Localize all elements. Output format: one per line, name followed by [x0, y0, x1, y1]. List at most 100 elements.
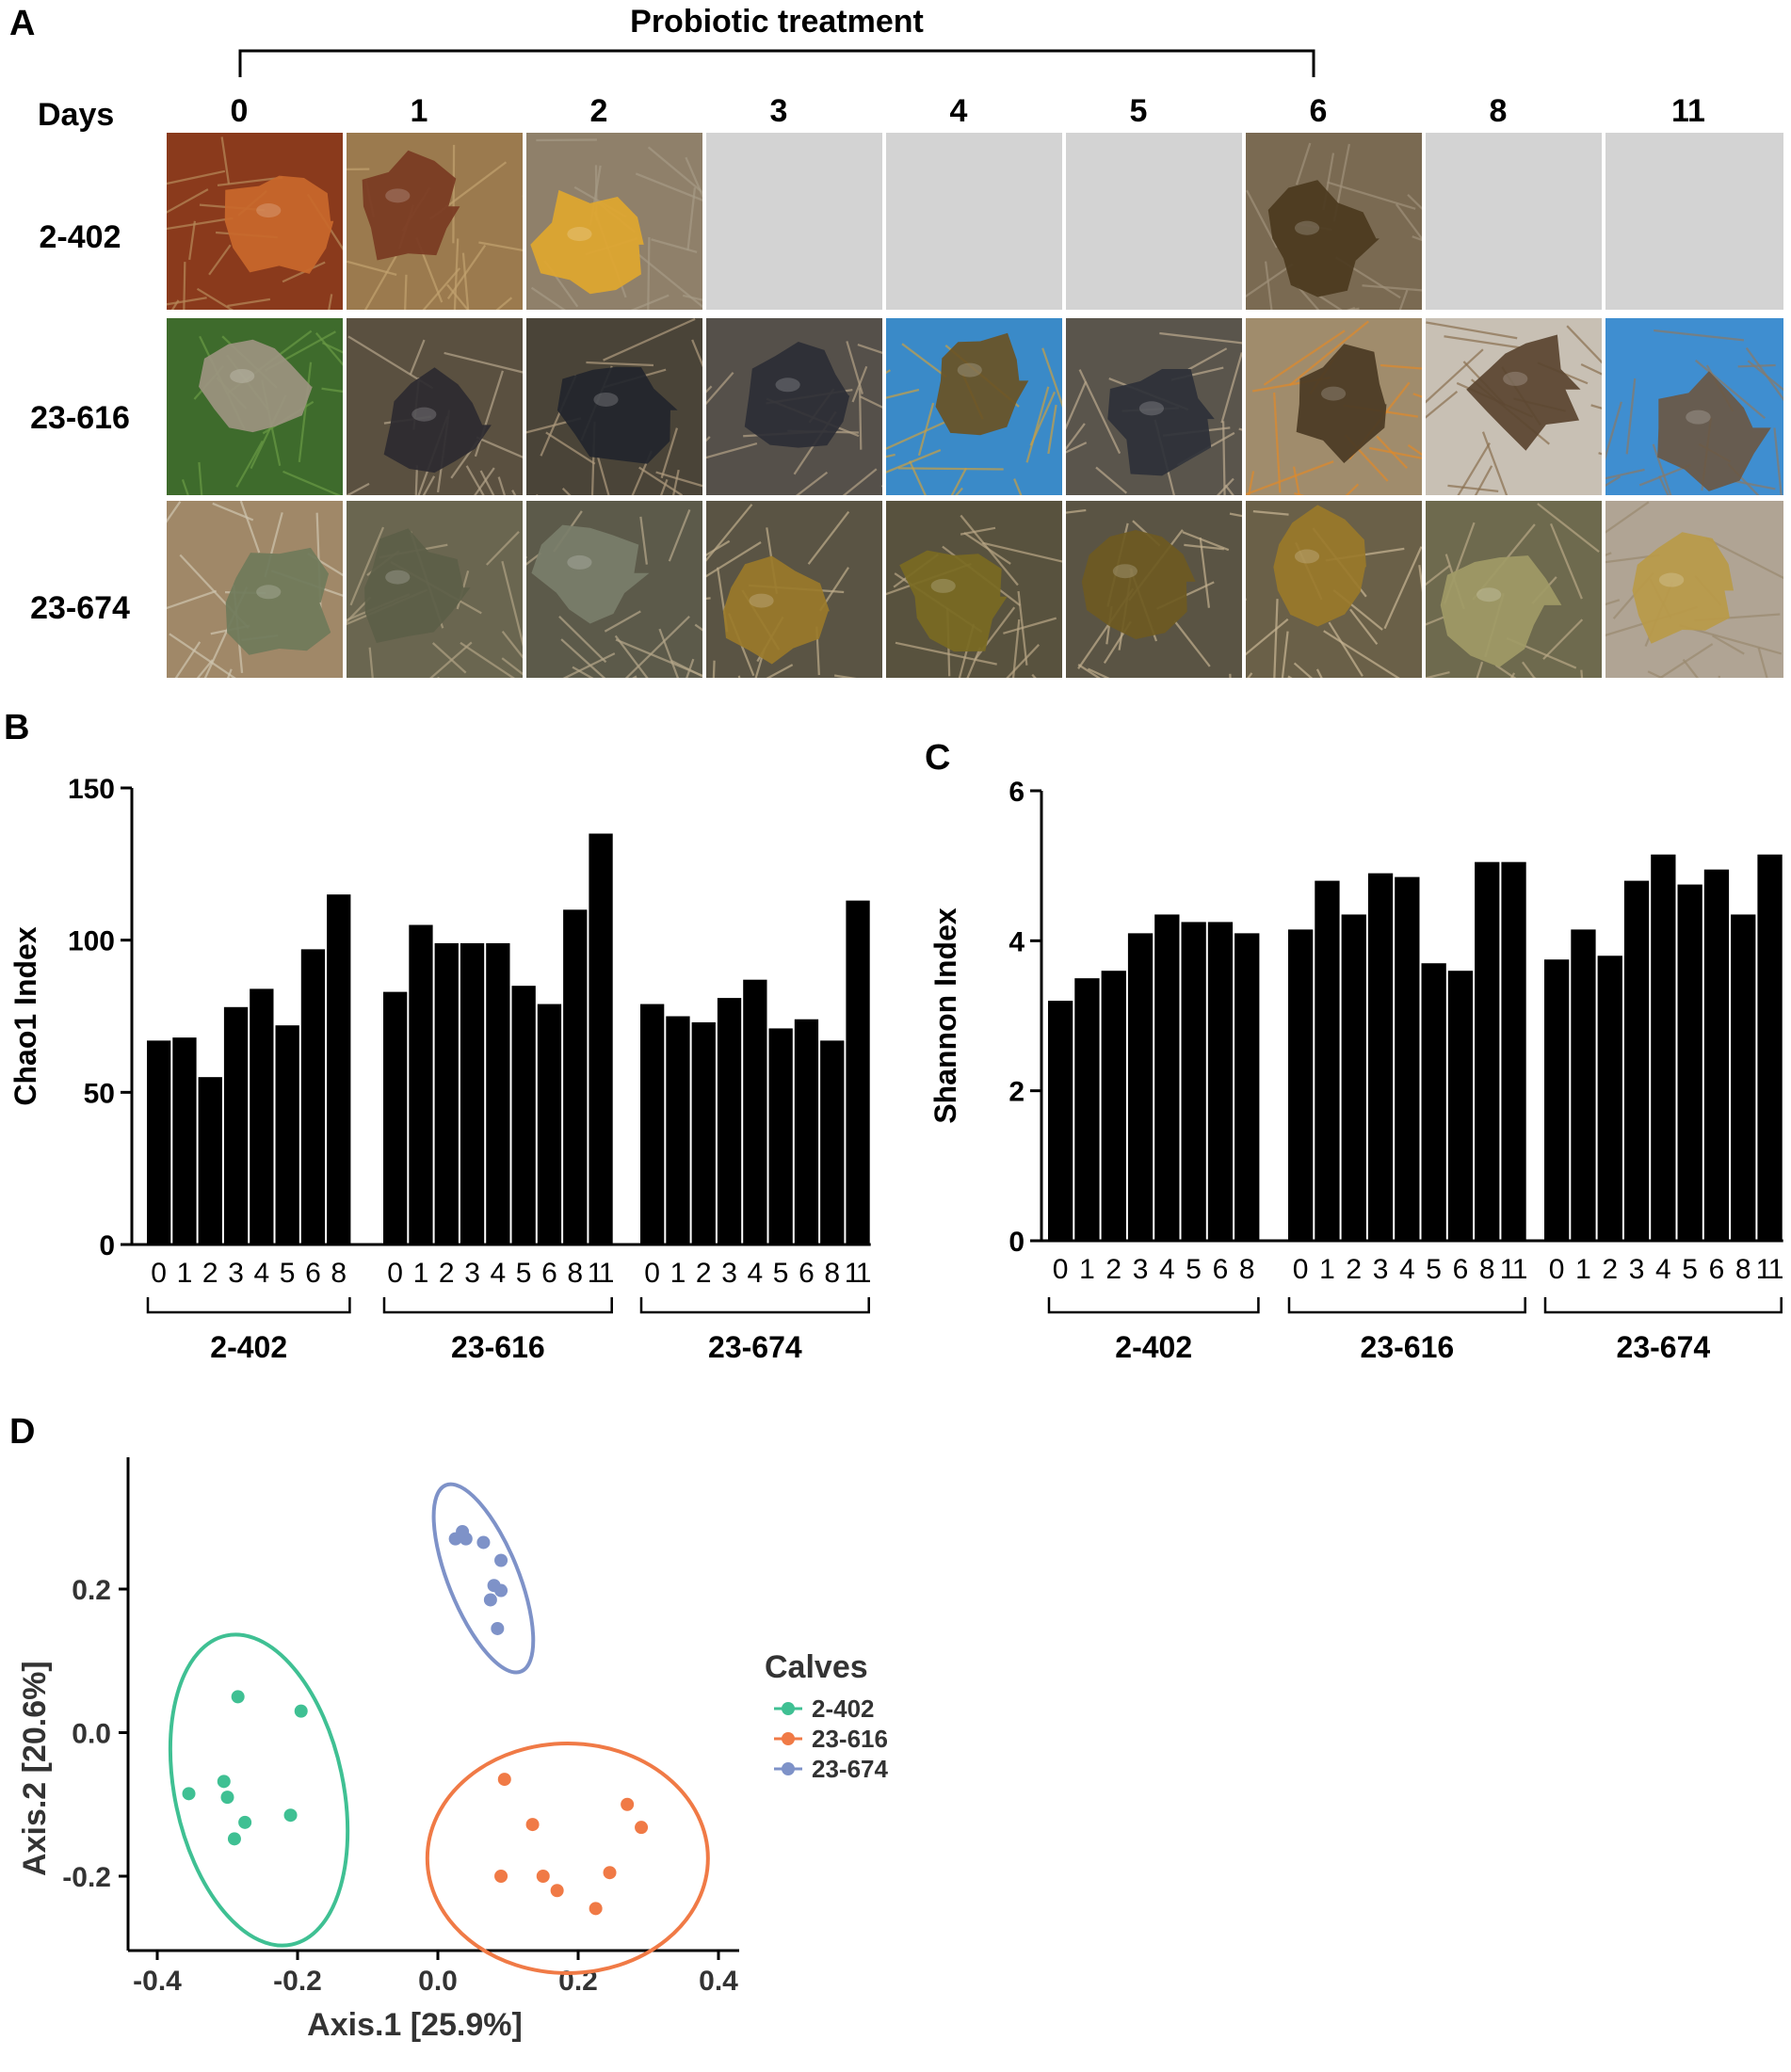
straw-stroke: [1222, 421, 1226, 495]
photo-texture: [1066, 318, 1242, 495]
x-tick-label: 1: [1319, 1254, 1335, 1285]
straw-stroke: [1246, 189, 1278, 249]
straw-stroke: [1407, 443, 1422, 457]
straw-stroke: [1474, 465, 1493, 495]
day-label: 5: [1129, 93, 1148, 129]
straw-stroke: [1047, 404, 1057, 455]
straw-stroke: [686, 658, 695, 678]
day-label: 4: [949, 93, 968, 129]
straw-stroke: [886, 453, 896, 458]
y-tick-label: 2: [1008, 1077, 1025, 1108]
feces-photo: [167, 501, 343, 678]
straw-stroke: [1745, 346, 1783, 402]
feces-photo: [347, 501, 523, 678]
x-tick-label: 0: [644, 1258, 660, 1289]
x-tick-label: 5: [773, 1258, 789, 1289]
panel-b-letter: B: [4, 708, 30, 747]
straw-stroke: [1248, 471, 1255, 495]
photo-texture: [1246, 318, 1422, 495]
straw-stroke: [349, 526, 385, 606]
group-bracket: [146, 1297, 351, 1314]
photo-texture: [526, 501, 702, 678]
bar: [1341, 914, 1366, 1241]
group-bracket: [382, 1297, 613, 1314]
bar: [768, 1028, 793, 1245]
straw-stroke: [220, 137, 231, 185]
straw-stroke: [1273, 599, 1279, 678]
feces-photo: [167, 318, 343, 495]
straw-stroke: [659, 478, 669, 495]
x-tick-label: 2: [1346, 1254, 1362, 1285]
straw-stroke: [1376, 435, 1409, 470]
bar: [1234, 933, 1260, 1241]
straw-stroke: [655, 471, 702, 488]
straw-stroke: [1095, 466, 1128, 494]
day-label: 6: [1309, 93, 1328, 129]
x-tick-label: 2: [1105, 1254, 1121, 1285]
group-label: 2-402: [210, 1330, 287, 1364]
bar: [1395, 876, 1420, 1241]
x-tick-label: -0.2: [273, 1966, 322, 1997]
bar: [172, 1037, 197, 1245]
y-tick-label: 100: [68, 926, 115, 957]
legend-marker: [782, 1732, 795, 1745]
day-label: 8: [1489, 93, 1508, 129]
straw-stroke: [422, 475, 436, 495]
straw-stroke: [1025, 386, 1050, 463]
legend-label: 23-674: [812, 1755, 888, 1783]
sample-highlight: [1138, 401, 1165, 416]
photo-texture: [526, 133, 702, 310]
straw-stroke: [1328, 621, 1363, 677]
straw-stroke: [795, 471, 829, 495]
straw-stroke: [1398, 289, 1409, 310]
straw-stroke: [526, 552, 542, 566]
bar: [198, 1077, 222, 1245]
data-point: [231, 1690, 245, 1704]
y-axis-label: Axis.2 [20.6%]: [17, 1661, 53, 1876]
x-tick-label: 8: [1735, 1254, 1751, 1285]
sample-blob: [530, 189, 644, 295]
straw-stroke: [1652, 443, 1672, 495]
x-tick-label: 5: [1682, 1254, 1698, 1285]
x-tick-label: 4: [491, 1258, 507, 1289]
straw-stroke: [208, 244, 232, 276]
straw-stroke: [1426, 321, 1518, 340]
photo-texture: [347, 133, 523, 310]
sample-blob: [744, 342, 850, 448]
bar: [486, 942, 510, 1245]
x-tick-label: 6: [799, 1258, 815, 1289]
straw-stroke: [1447, 484, 1499, 493]
calf-row-label: 23-616: [30, 400, 130, 436]
x-tick-label: 1: [1079, 1254, 1095, 1285]
bar: [511, 986, 536, 1245]
bar: [1597, 956, 1622, 1241]
bar: [1571, 929, 1596, 1241]
straw-stroke: [960, 526, 996, 536]
straw-stroke: [1494, 664, 1517, 678]
straw-stroke: [174, 641, 202, 678]
straw-stroke: [1003, 617, 1057, 634]
sample-blob: [1466, 334, 1581, 451]
straw-stroke: [614, 634, 649, 678]
photo-texture: [1426, 318, 1602, 495]
photo-texture: [1246, 133, 1422, 310]
straw-stroke: [647, 146, 702, 194]
bar: [666, 1016, 690, 1245]
data-point: [182, 1787, 196, 1801]
data-point: [456, 1525, 470, 1538]
straw-stroke: [1252, 509, 1289, 516]
legend-marker: [782, 1762, 795, 1775]
bar: [1731, 914, 1756, 1241]
straw-stroke: [604, 610, 641, 633]
group-label: 23-674: [708, 1330, 802, 1364]
straw-stroke: [886, 421, 945, 450]
straw-stroke: [1705, 537, 1783, 580]
straw-stroke: [347, 168, 370, 171]
straw-stroke: [1029, 391, 1057, 446]
x-tick-label: 2: [439, 1258, 455, 1289]
straw-stroke: [1066, 442, 1088, 454]
sample-highlight: [1320, 386, 1347, 401]
straw-stroke: [1605, 599, 1621, 606]
straw-stroke: [298, 361, 313, 462]
straw-stroke: [422, 267, 461, 310]
